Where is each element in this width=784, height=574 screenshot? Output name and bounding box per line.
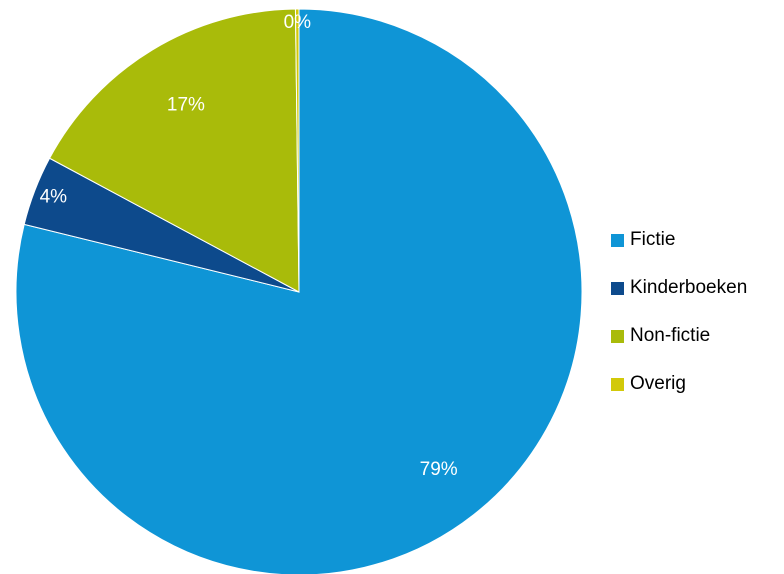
legend-item-fictie: Fictie — [611, 216, 747, 264]
legend: Fictie Kinderboeken Non-fictie Overig — [611, 216, 747, 408]
legend-swatch-overig — [611, 377, 624, 391]
pie-slice-non-fictie — [48, 8, 300, 293]
pie-slices — [15, 8, 583, 574]
pie-data-labels: 79% 4% 17% 0% — [40, 12, 458, 480]
legend-label-non-fictie: Non-fictie — [630, 325, 711, 346]
legend-label-overig: Overig — [630, 373, 686, 394]
legend-item-kinderboeken: Kinderboeken — [611, 264, 747, 312]
legend-item-overig: Overig — [611, 360, 747, 408]
legend-swatch-kinderboeken — [611, 281, 624, 295]
legend-swatch-non-fictie — [611, 329, 624, 343]
data-label-overig: 0% — [284, 12, 312, 33]
data-label-non-fictie: 17% — [167, 95, 205, 116]
data-label-kinderboeken: 4% — [40, 187, 68, 208]
legend-label-fictie: Fictie — [630, 229, 676, 250]
data-label-fictie: 79% — [420, 459, 458, 480]
legend-label-kinderboeken: Kinderboeken — [630, 277, 748, 298]
legend-item-non-fictie: Non-fictie — [611, 312, 747, 360]
legend-swatch-fictie — [611, 233, 624, 247]
pie-slice-overig — [294, 8, 300, 293]
